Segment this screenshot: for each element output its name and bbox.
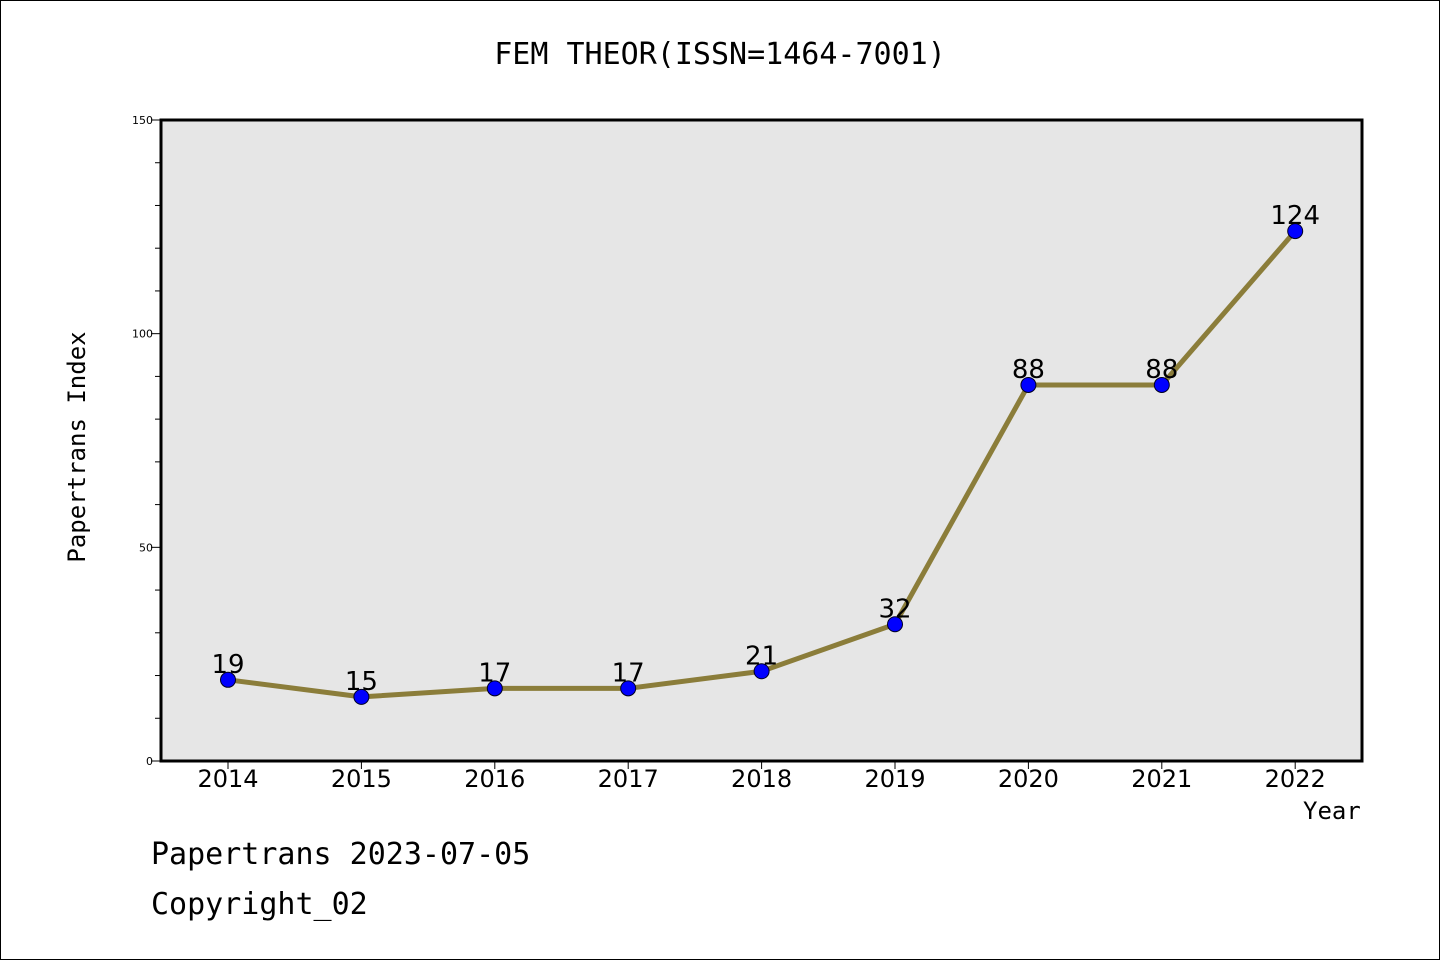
footer-copyright: Copyright_02 — [151, 887, 368, 922]
data-label: 17 — [612, 658, 645, 688]
data-point — [1153, 376, 1170, 393]
data-label: 21 — [745, 641, 778, 671]
data-label: 17 — [478, 658, 511, 688]
x-tick-label: 2021 — [1131, 765, 1192, 793]
x-tick-label: 2016 — [464, 765, 525, 793]
x-tick-label: 2015 — [331, 765, 392, 793]
data-point — [620, 680, 637, 697]
data-label: 88 — [1145, 355, 1178, 385]
x-tick-label: 2014 — [197, 765, 258, 793]
data-label: 124 — [1270, 201, 1320, 231]
data-point — [1020, 376, 1037, 393]
y-tick-label: 150 — [132, 114, 153, 127]
plot-background — [159, 118, 1364, 763]
y-tick-label: 100 — [132, 328, 153, 341]
y-tick-label: 50 — [139, 541, 153, 554]
data-point — [220, 671, 236, 688]
data-point — [753, 663, 770, 680]
y-tick-label: 0 — [146, 755, 153, 768]
data-point — [353, 688, 370, 705]
data-point — [486, 680, 503, 697]
x-axis-label: Year — [1303, 797, 1361, 825]
chart-title: FEM THEOR(ISSN=1464-7001) — [494, 37, 946, 72]
data-point — [887, 616, 903, 633]
footer-date: Papertrans 2023-07-05 — [151, 837, 531, 872]
data-label: 32 — [878, 594, 911, 624]
data-label: 15 — [345, 667, 378, 697]
x-tick-label: 2018 — [731, 765, 792, 793]
x-tick-label: 2020 — [998, 765, 1059, 793]
x-tick-label: 2019 — [864, 765, 925, 793]
x-tick-label: 2022 — [1265, 765, 1326, 793]
data-label: 88 — [1012, 355, 1045, 385]
data-label: 19 — [211, 650, 244, 680]
x-tick-label: 2017 — [598, 765, 659, 793]
data-point — [1287, 223, 1304, 240]
